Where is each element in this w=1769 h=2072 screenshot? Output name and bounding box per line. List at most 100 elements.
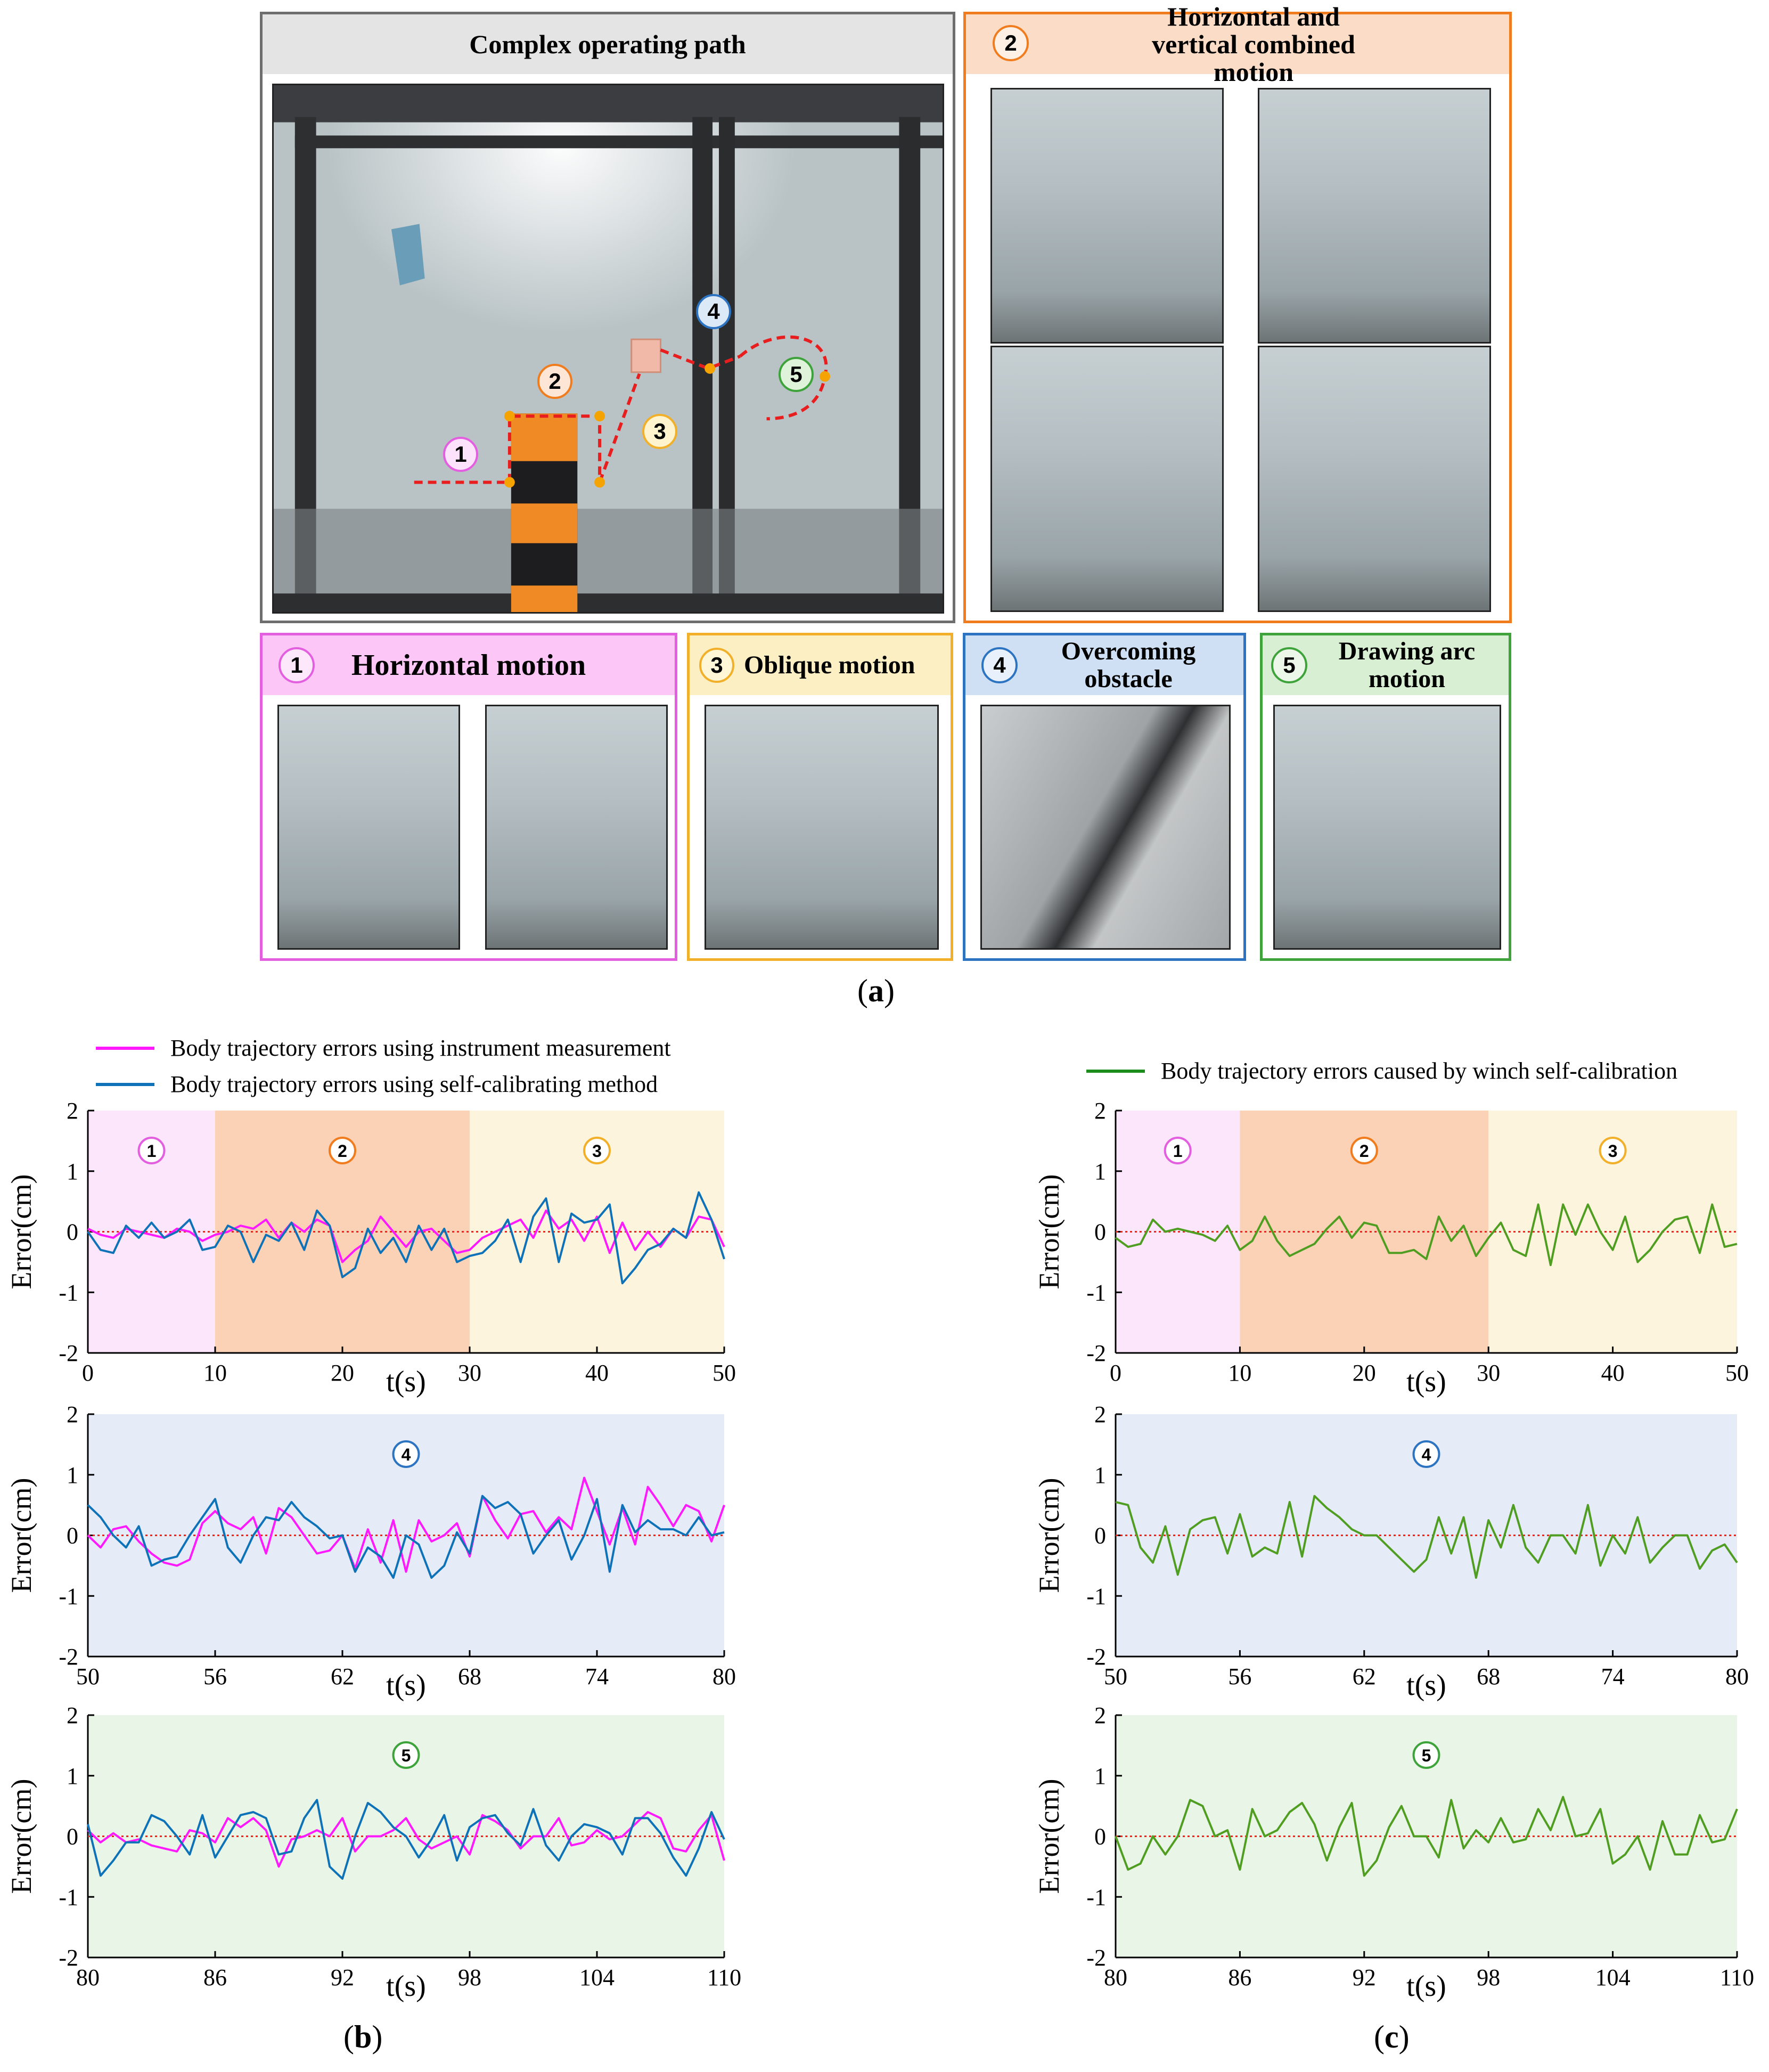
sub-panel-5-title: Drawing arc motion: [1338, 637, 1476, 693]
c2-region-badge-circle-4: [1412, 1440, 1440, 1468]
c1-region-badge-2: 2: [1350, 1137, 1378, 1164]
c2-x-tick-label-62: 62: [1353, 1663, 1376, 1690]
c3-y-tick-label-2: 2: [1094, 1707, 1106, 1728]
b2-region-badge-circle-4: [392, 1440, 420, 1468]
sub-5-photo: [1273, 705, 1501, 950]
c3-series-1-line: [1115, 1796, 1738, 1877]
c1-region-badge-circle-2: [1350, 1137, 1378, 1164]
complex-path-scene: [274, 85, 943, 612]
c2-y-tick-label-1: 1: [1094, 1462, 1106, 1488]
c2-region-badge-4: 4: [1412, 1440, 1440, 1468]
c2-y-tick-label--1: -1: [1086, 1583, 1106, 1609]
sub-panel-1-header: 1 Horizontal motion: [263, 635, 675, 695]
sub-2-photo-1: [990, 88, 1224, 344]
c2-y-axis-label: Error(cm): [1033, 1478, 1065, 1593]
c1-region-badge-text-3: 3: [1608, 1141, 1618, 1161]
b2-region-badge-4: 4: [392, 1440, 420, 1468]
b3-x-tick-label-98: 98: [458, 1964, 481, 1991]
sub-panel-3-badge: 3: [699, 648, 734, 683]
c2-x-tick-label-68: 68: [1477, 1663, 1500, 1690]
path-marker-4: 4: [696, 294, 731, 329]
c1-x-tick-label-20: 20: [1353, 1360, 1376, 1386]
chart-b3: 5 2 1 0 -1 -280 86 92 98 104 110 t(s) Error(cm): [5, 1707, 741, 2003]
c1-y-tick-label-1: 1: [1094, 1159, 1106, 1185]
chart-c3: 5 2 1 0 -1 -280 86 92 98 104 110 t(s) Error(cm): [1033, 1707, 1754, 2003]
sub-1-photo-2: [485, 705, 668, 950]
c1-y-tick-label-2: 2: [1094, 1103, 1106, 1124]
b1-region-badge-text-3: 3: [592, 1141, 602, 1161]
c1-y-axis-label: Error(cm): [1033, 1174, 1065, 1290]
b1-x-tick-label-50: 50: [712, 1360, 736, 1386]
c3-y-tick-label--2: -2: [1086, 1945, 1106, 1971]
c3-region-badge-5: 5: [1412, 1741, 1440, 1769]
b2-x-tick-label-62: 62: [331, 1663, 354, 1690]
c3-x-tick-label-104: 104: [1595, 1964, 1631, 1991]
b1-x-axis-label: t(s): [386, 1365, 426, 1398]
b3-y-tick-label-0: 0: [67, 1824, 78, 1850]
sub-panel-5-header: 5 Drawing arc motion: [1263, 635, 1509, 695]
b2-x-tick-label-50: 50: [76, 1663, 100, 1690]
b1-region-badge-circle-2: [329, 1137, 356, 1164]
c1-x-tick-label-50: 50: [1725, 1360, 1749, 1386]
b2-y-tick-label-1: 1: [67, 1462, 78, 1488]
wall-sign-icon: [391, 224, 425, 285]
b1-y-tick-label-0: 0: [67, 1219, 78, 1245]
b1-x-tick-label-10: 10: [203, 1360, 227, 1386]
b2-series-1-line: [87, 1476, 725, 1573]
b3-series-2-line: [87, 1799, 725, 1880]
b1-x-tick-label-30: 30: [458, 1360, 481, 1386]
b2-y-tick-label--2: -2: [59, 1644, 78, 1670]
legend-b-1-label: Body trajectory errors using instrument …: [170, 1035, 671, 1061]
c1-region-badge-text-1: 1: [1173, 1141, 1183, 1161]
b1-region-badge-2: 2: [329, 1137, 356, 1164]
b2-y-tick-label--1: -1: [59, 1583, 78, 1609]
c2-y-tick-label-2: 2: [1094, 1406, 1106, 1427]
sub-panel-3: 3 Oblique motion: [687, 633, 953, 961]
b1-region-badge-text-1: 1: [147, 1141, 157, 1161]
legend-c-1: Body trajectory errors caused by winch s…: [1086, 1057, 1677, 1084]
sub-panel-4-badge: 4: [981, 647, 1018, 683]
path-marker-3: 3: [642, 414, 677, 449]
b3-x-tick-label-92: 92: [331, 1964, 354, 1991]
b1-y-tick-label--2: -2: [59, 1340, 78, 1366]
sub-panel-2-header: 2 Horizontal and vertical combined motio…: [966, 3, 1509, 86]
b3-y-tick-label--1: -1: [59, 1884, 78, 1910]
c3-x-tick-label-110: 110: [1720, 1964, 1754, 1991]
path-waypoints: [504, 363, 831, 488]
b2-y-axis-label: Error(cm): [5, 1478, 37, 1593]
complex-path-header: Complex operating path: [263, 14, 953, 74]
c2-y-tick-label-0: 0: [1094, 1523, 1106, 1549]
sub-panel-4-header: 4 Overcoming obstacle: [965, 635, 1243, 695]
b1-y-tick-label-1: 1: [67, 1159, 78, 1185]
c1-region-badge-circle-1: [1164, 1137, 1192, 1164]
caption-a: (a): [857, 973, 895, 1008]
c3-x-tick-label-92: 92: [1353, 1964, 1376, 1991]
b1-x-tick-label-20: 20: [331, 1360, 354, 1386]
sub-panel-3-header: 3 Oblique motion: [690, 635, 951, 695]
c2-x-tick-label-50: 50: [1104, 1663, 1127, 1690]
sub-2-photo-4: [1258, 346, 1491, 612]
legend-b-2-swatch: [96, 1082, 154, 1086]
sub-panel-3-title: Oblique motion: [744, 651, 915, 679]
c3-y-tick-label--1: -1: [1086, 1884, 1106, 1910]
b1-series-2-line: [87, 1191, 725, 1285]
c2-x-axis-label: t(s): [1406, 1669, 1446, 1702]
c1-y-tick-label--1: -1: [1086, 1279, 1106, 1306]
b1-region-badge-circle-1: [137, 1137, 166, 1164]
c1-x-tick-label-10: 10: [1228, 1360, 1251, 1386]
b2-series-2-line: [87, 1495, 725, 1579]
legend-c-1-label: Body trajectory errors caused by winch s…: [1161, 1058, 1678, 1084]
sub-panel-1-badge: 1: [279, 647, 315, 683]
path-marker-1: 1: [443, 437, 478, 472]
complex-path-title: Complex operating path: [469, 29, 746, 59]
b2-region-badge-text-4: 4: [402, 1445, 411, 1464]
complex-path-panel: Complex operating path: [260, 12, 955, 623]
b3-series-1-line: [87, 1811, 725, 1868]
c3-x-axis-label: t(s): [1406, 1970, 1446, 2003]
b2-y-tick-label-2: 2: [67, 1406, 78, 1427]
sub-panel-2-badge: 2: [993, 25, 1029, 61]
c3-x-tick-label-80: 80: [1104, 1964, 1127, 1991]
b1-region-badge-1: 1: [137, 1137, 166, 1164]
